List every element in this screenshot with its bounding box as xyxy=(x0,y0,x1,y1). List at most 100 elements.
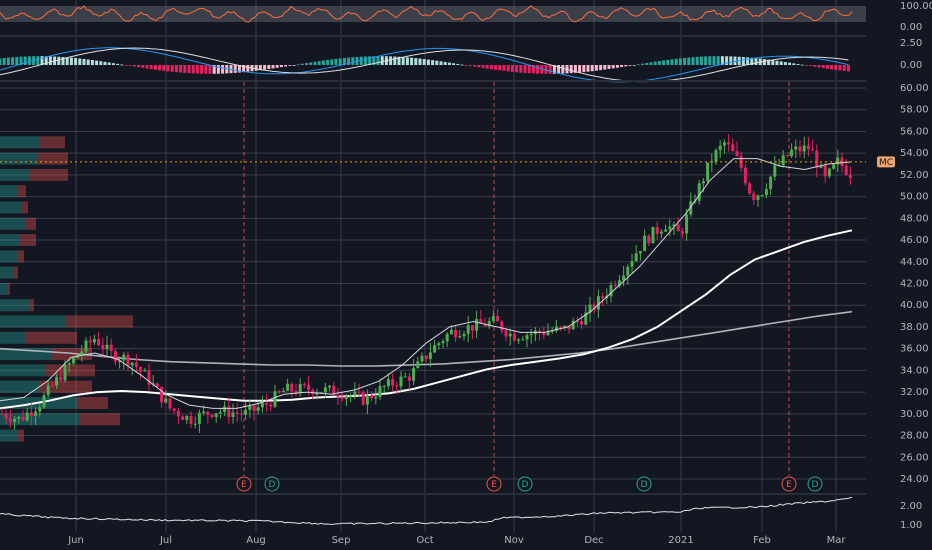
rsi-panel: 100.00 0.00 xyxy=(0,1,932,33)
macd-bar-197 xyxy=(825,65,829,69)
candle-body-182 xyxy=(764,189,768,196)
macd-bar-151 xyxy=(632,65,636,66)
volume-profile-up-8 xyxy=(0,266,14,279)
candle-body-1 xyxy=(4,413,8,419)
candle-body-71 xyxy=(298,383,302,393)
macd-bar-103 xyxy=(431,60,435,65)
macd-bar-58 xyxy=(242,65,246,73)
macd-bar-144 xyxy=(603,65,607,70)
candle-body-56 xyxy=(235,412,239,414)
candle-body-136 xyxy=(571,320,575,330)
candle-body-102 xyxy=(428,352,432,359)
macd-bar-140 xyxy=(586,65,590,72)
last-price-badge[interactable]: MC xyxy=(877,156,895,168)
macd-bar-26 xyxy=(107,62,111,65)
candle-body-124 xyxy=(521,339,525,341)
candle-body-122 xyxy=(512,333,516,341)
macd-bar-94 xyxy=(393,56,397,65)
candle-body-79 xyxy=(332,385,336,396)
candle-body-142 xyxy=(596,296,600,310)
price-tick-18: 24.00 xyxy=(900,474,929,485)
candle-body-60 xyxy=(252,405,256,411)
candle-body-77 xyxy=(323,387,327,393)
macd-bar-164 xyxy=(687,57,691,65)
candle-body-20 xyxy=(84,340,88,352)
macd-bar-165 xyxy=(691,57,695,65)
macd-bar-155 xyxy=(649,62,653,65)
macd-bar-139 xyxy=(582,65,586,73)
candle-body-202 xyxy=(848,174,852,179)
mc-label-badge xyxy=(877,156,895,168)
macd-bar-78 xyxy=(326,59,330,65)
macd-bar-10 xyxy=(40,56,44,65)
macd-bar-5 xyxy=(19,56,23,65)
candle-body-163 xyxy=(685,214,689,234)
candle-body-177 xyxy=(743,167,747,184)
candlesticks xyxy=(0,134,852,433)
candle-body-5 xyxy=(21,416,25,421)
macd-bar-177 xyxy=(741,57,745,65)
volume-profile-down-0 xyxy=(40,136,65,149)
candle-body-106 xyxy=(445,334,449,342)
candle-body-17 xyxy=(71,357,75,364)
macd-bar-36 xyxy=(149,65,153,70)
price-tick-0: 60.00 xyxy=(900,83,929,94)
macd-bar-148 xyxy=(620,65,624,68)
candle-body-159 xyxy=(668,226,672,230)
macd-bar-187 xyxy=(783,62,787,65)
macd-bar-199 xyxy=(834,65,838,70)
volume-profile-down-6 xyxy=(20,234,36,247)
macd-bar-52 xyxy=(216,65,220,74)
macd-bar-121 xyxy=(506,65,510,72)
macd-bar-19 xyxy=(78,58,82,65)
macd-bar-190 xyxy=(796,64,800,65)
bottom-tick-2: 2.00 xyxy=(900,501,922,512)
price-panel[interactable]: MC 60.00 58.00 56.00 54.00 52.00 50.00 48.00 46… xyxy=(0,82,929,492)
date-label-7: 2021 xyxy=(668,535,693,546)
macd-bar-192 xyxy=(804,65,808,66)
date-axis: Jun Jul Aug Sep Oct Nov Dec 2021 Feb Mar xyxy=(67,535,846,546)
macd-bar-128 xyxy=(536,65,540,74)
macd-bar-0 xyxy=(0,58,2,65)
candle-body-92 xyxy=(386,379,390,387)
macd-bar-138 xyxy=(578,65,582,73)
volume-profile-down-2 xyxy=(30,168,68,181)
price-tick-3: 54.00 xyxy=(900,148,929,159)
candle-body-40 xyxy=(168,398,172,409)
macd-bar-51 xyxy=(212,65,216,74)
candle-body-95 xyxy=(399,376,403,387)
candle-body-146 xyxy=(613,285,617,287)
volume-profile-up-7 xyxy=(0,250,18,263)
price-tick-10: 40.00 xyxy=(900,300,929,311)
candle-body-121 xyxy=(508,333,512,337)
candle-body-191 xyxy=(802,145,806,152)
candle-body-172 xyxy=(722,142,726,146)
candle-body-97 xyxy=(407,376,411,381)
macd-bar-200 xyxy=(838,65,842,71)
candle-body-25 xyxy=(105,344,109,350)
macd-bar-7 xyxy=(27,56,31,65)
macd-bar-160 xyxy=(670,59,674,65)
macd-bar-96 xyxy=(401,57,405,65)
volume-profile-up-10 xyxy=(0,299,30,312)
candle-body-96 xyxy=(403,376,407,378)
mc-label-text: MC xyxy=(879,158,893,168)
candle-body-145 xyxy=(609,285,613,297)
candle-body-103 xyxy=(433,345,437,353)
candle-body-11 xyxy=(46,385,50,396)
candle-body-26 xyxy=(109,344,113,352)
macd-bar-170 xyxy=(712,56,716,65)
macd-bar-27 xyxy=(111,63,115,65)
macd-bar-161 xyxy=(674,58,678,65)
candle-body-161 xyxy=(676,224,680,232)
candle-body-107 xyxy=(449,329,453,335)
event-marker-label-5: E xyxy=(786,480,792,490)
candle-body-149 xyxy=(626,266,630,276)
macd-bar-196 xyxy=(821,65,825,69)
price-tick-11: 38.00 xyxy=(900,322,929,333)
macd-bar-25 xyxy=(103,61,107,65)
volume-profile-up-11 xyxy=(0,315,65,328)
candle-body-65 xyxy=(273,391,277,407)
